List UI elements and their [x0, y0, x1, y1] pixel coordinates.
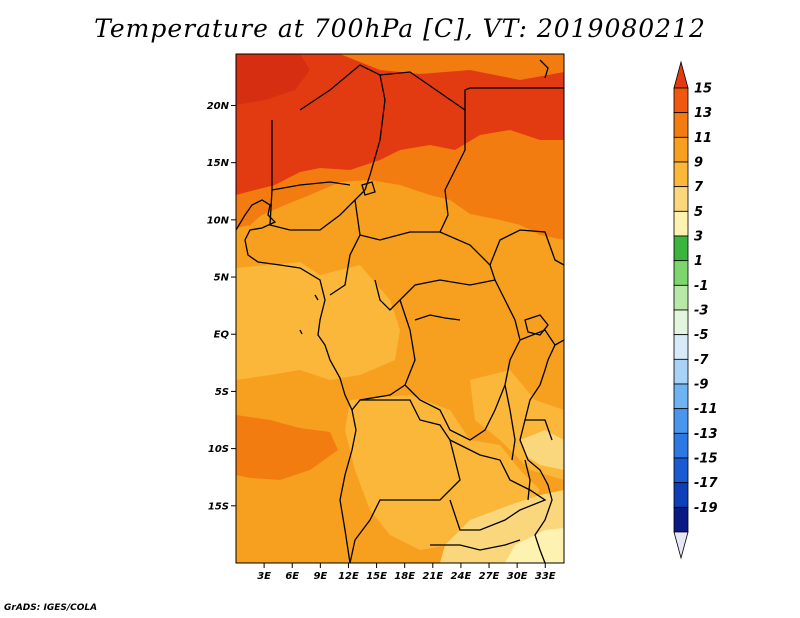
colorbar-box [673, 506, 689, 533]
x-tick-label: 33E [535, 571, 556, 582]
colorbar-box [673, 408, 689, 434]
colorbar-label: 5 [694, 205, 703, 220]
colorbar: 15 13 11 9 7 5 3 1 -1 -3 -5 -7 -9 -11 -13 -15 -17 -19 [673, 60, 718, 560]
colorbar-bottom-triangle [673, 531, 689, 560]
field-band-13-15-north [236, 54, 564, 195]
border-chad-sudan [439, 110, 466, 233]
x-tick-label: 3E [257, 571, 271, 582]
border-lake-tanganyika [504, 384, 516, 461]
colorbar-label: 9 [694, 156, 703, 171]
y-tick-label: 15N [207, 158, 230, 169]
border-car [359, 231, 496, 311]
border-nile [539, 59, 549, 79]
x-tick-label: 12E [338, 571, 359, 582]
footer-credit: GrADS: IGES/COLA [4, 603, 98, 613]
colorbar-box [673, 260, 689, 286]
x-axis-ticks: 3E 6E 9E 12E 15E 18E 21E 24E 27E 30E 33E [257, 563, 556, 582]
colorbar-label: -5 [694, 328, 708, 343]
colorbar-label: -3 [694, 304, 708, 319]
colorbar-box [673, 432, 689, 459]
x-tick-label: 18E [394, 571, 415, 582]
map-frame [235, 53, 565, 564]
y-tick-label: EQ [214, 330, 230, 341]
border-lake-chad [361, 181, 376, 196]
border-gulf-of-guinea-islands [299, 294, 319, 335]
x-tick-label: 9E [313, 571, 327, 582]
colorbar-box [673, 112, 689, 138]
y-tick-label: 10S [208, 444, 229, 455]
y-tick-label: 20N [207, 101, 230, 112]
colorbar-label: 7 [694, 180, 704, 195]
country-borders [236, 59, 564, 563]
colorbar-label: -19 [694, 501, 718, 516]
colorbar-box [673, 161, 689, 188]
border-tanzania [519, 329, 556, 441]
border-mali-niger [271, 120, 351, 191]
colorbar-box [673, 136, 689, 163]
y-axis-ticks: 20N 15N 10N 5N EQ 5S 10S 15S [207, 101, 236, 512]
colorbar-label: -15 [694, 452, 718, 467]
border-cameroon [329, 199, 361, 296]
colorbar-label: 1 [694, 254, 703, 269]
colorbar-label: 15 [694, 82, 712, 97]
colorbar-label: -9 [694, 378, 708, 393]
y-tick-label: 5N [214, 273, 230, 284]
colorbar-box [673, 235, 689, 262]
field-band-7-9-west [236, 262, 400, 380]
border-africa-coast-west [236, 199, 357, 563]
colorbar-label: -11 [694, 402, 718, 417]
x-tick-label: 6E [285, 571, 299, 582]
border-zambia [449, 439, 547, 531]
temperature-field [236, 54, 564, 563]
border-congo-river [414, 314, 461, 321]
colorbar-label: 13 [694, 106, 712, 121]
border-sahara-north [299, 64, 564, 112]
colorbar-box [673, 457, 689, 484]
colorbar-label: -13 [694, 427, 718, 442]
colorbar-label: 11 [694, 131, 712, 146]
field-band-3-5-se-corner [505, 528, 564, 563]
colorbar-label: 3 [694, 230, 703, 245]
colorbar-top-triangle [673, 60, 689, 89]
border-lake-malawi [524, 459, 531, 501]
border-lake-victoria [524, 314, 549, 336]
x-tick-label: 27E [479, 571, 500, 582]
colorbar-box [673, 383, 689, 410]
x-tick-label: 21E [422, 571, 443, 582]
colorbar-box [673, 210, 689, 237]
colorbar-label: -1 [694, 279, 708, 294]
field-hotspot-nw [236, 54, 310, 105]
border-south [430, 539, 521, 551]
colorbar-box [673, 482, 689, 508]
colorbar-label: -7 [694, 353, 709, 368]
field-band-7-9-south [345, 395, 540, 550]
border-south-sudan [489, 229, 564, 266]
chart-title: Temperature at 700hPa [C], VT: 201908021… [94, 14, 706, 43]
colorbar-box [673, 309, 689, 336]
border-angola [349, 399, 461, 563]
y-tick-label: 15S [208, 501, 229, 512]
colorbar-box [673, 87, 689, 114]
x-tick-label: 30E [507, 571, 528, 582]
colorbar-box [673, 358, 689, 385]
colorbar-box [673, 284, 689, 311]
colorbar-box [673, 186, 689, 212]
x-tick-label: 15E [366, 571, 387, 582]
colorbar-box [673, 334, 689, 360]
border-africa-coast-east [519, 339, 564, 563]
field-band-5-7-east-small [520, 430, 564, 470]
colorbar-label: -17 [694, 476, 718, 491]
y-tick-label: 10N [207, 215, 230, 226]
y-tick-label: 5S [215, 387, 229, 398]
field-band-11-13-atlantic [236, 415, 338, 480]
x-tick-label: 24E [451, 571, 472, 582]
border-niger-chad [364, 74, 386, 191]
